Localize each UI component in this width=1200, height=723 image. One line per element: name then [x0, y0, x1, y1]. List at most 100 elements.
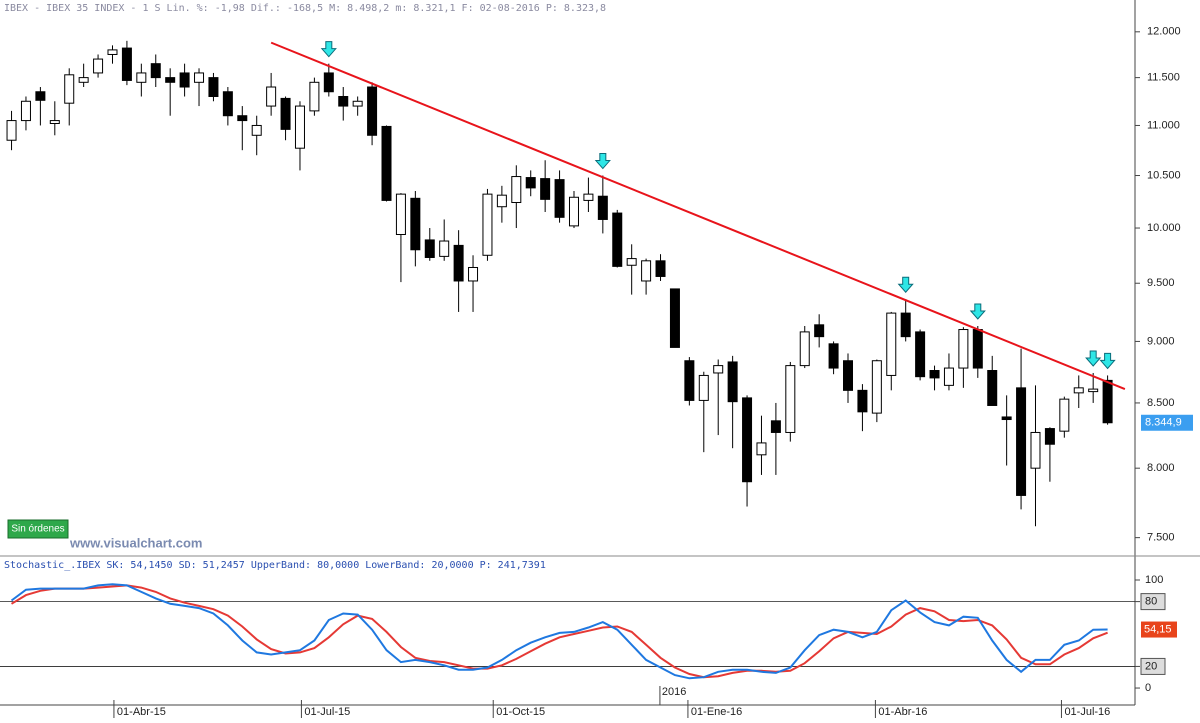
- candle-body: [1059, 398, 1070, 432]
- signal-arrow: [969, 303, 986, 320]
- signal-arrow: [320, 41, 337, 58]
- candle-body: [915, 331, 926, 378]
- candle-body: [410, 197, 421, 251]
- candle-body: [669, 288, 680, 348]
- y-tick-label: 9.500: [1147, 277, 1175, 289]
- signal-arrow: [594, 153, 611, 170]
- y-tick-label: 9.000: [1147, 335, 1175, 347]
- y-tick-label: 11.000: [1147, 119, 1180, 131]
- candle-body: [987, 370, 998, 406]
- candle-body: [49, 120, 60, 125]
- candle-body: [583, 193, 594, 201]
- candle-body: [871, 360, 882, 414]
- candle-body: [165, 77, 176, 83]
- candle-body: [424, 239, 435, 258]
- candle-body: [496, 194, 507, 208]
- orders-button-label[interactable]: Sin órdenes: [11, 524, 64, 535]
- candle-body: [208, 77, 219, 97]
- candle-body: [136, 72, 147, 83]
- candle-body: [1073, 387, 1084, 394]
- candle-body: [612, 212, 623, 267]
- stochastic-header: Stochastic_.IBEX SK: 54,1450 SD: 51,2457…: [4, 560, 546, 571]
- candle-body: [814, 324, 825, 338]
- signal-arrow: [897, 276, 914, 293]
- candle-body: [655, 260, 666, 277]
- y-tick-label: 80: [1145, 596, 1157, 608]
- orders-button[interactable]: [7, 519, 69, 539]
- candle-body: [1030, 431, 1041, 469]
- watermark: www.visualchart.com: [69, 535, 202, 550]
- candle-body: [323, 72, 334, 93]
- band-label-box: [1140, 593, 1166, 611]
- candle-body: [886, 312, 897, 376]
- y-tick-label: 100: [1145, 574, 1163, 586]
- stochastic-line: [10, 584, 1108, 679]
- candle-body: [453, 244, 464, 282]
- last-price-box: [1141, 414, 1193, 431]
- candle-body: [194, 72, 205, 83]
- candle-body: [237, 115, 248, 122]
- y-tick-label: 0: [1145, 682, 1151, 694]
- candle-body: [309, 81, 320, 112]
- candle-body: [93, 58, 104, 74]
- candle-body: [468, 266, 479, 282]
- trendline: [270, 41, 1126, 391]
- candle-body: [756, 442, 767, 456]
- candle-body: [179, 72, 190, 88]
- candle-body: [511, 176, 522, 204]
- candle-body: [958, 329, 969, 369]
- candle-body: [641, 260, 652, 282]
- candle-body: [597, 195, 608, 220]
- candle-body: [338, 95, 349, 107]
- last-value-box: [1141, 621, 1177, 638]
- candle-body: [972, 329, 983, 369]
- candle-body: [35, 91, 46, 101]
- x-tick-label: 01-Jul-15: [304, 706, 350, 718]
- candle-body: [395, 193, 406, 236]
- x-tick-label: 01-Abr-15: [117, 706, 166, 718]
- y-tick-label: 8.000: [1147, 462, 1175, 474]
- candle-body: [828, 343, 839, 369]
- y-tick-label: 11.500: [1147, 72, 1180, 84]
- y-tick-label: 20: [1145, 660, 1157, 672]
- candle-body: [713, 365, 724, 374]
- candle-body: [107, 49, 118, 55]
- candle-body: [929, 370, 940, 379]
- candle-body: [1044, 428, 1055, 445]
- candle-body: [6, 120, 17, 141]
- candle-body: [900, 312, 911, 338]
- stochastic-line: [10, 583, 1108, 680]
- candle-body: [222, 91, 233, 117]
- candle-body: [1016, 387, 1027, 496]
- candle-body: [367, 86, 378, 136]
- candle-body: [251, 124, 262, 136]
- candle-body: [799, 331, 810, 367]
- y-tick-label: 12.000: [1147, 26, 1181, 38]
- candle-body: [727, 361, 738, 403]
- candle-body: [540, 178, 551, 200]
- candle-body: [439, 240, 450, 257]
- candle-body: [525, 177, 536, 189]
- last-value-label: 54,15: [1144, 623, 1172, 635]
- x-tick-label: 01-Abr-16: [878, 706, 927, 718]
- candle-body: [20, 100, 31, 122]
- candle-body: [1102, 379, 1113, 424]
- candle-body: [121, 47, 132, 81]
- band-label-box: [1140, 657, 1166, 675]
- y-tick-label: 8.500: [1147, 397, 1175, 409]
- candle-body: [785, 365, 796, 433]
- candle-body: [280, 97, 291, 130]
- candle-body: [857, 389, 868, 413]
- candle-body: [684, 360, 695, 401]
- candle-body: [626, 258, 637, 266]
- y-tick-label: 10.000: [1147, 222, 1181, 234]
- signal-arrow: [1099, 352, 1116, 370]
- candle-body: [381, 125, 392, 201]
- y-tick-label: 10.500: [1147, 169, 1181, 181]
- y-tick-label: 7.500: [1147, 532, 1175, 544]
- candle-body: [294, 105, 305, 149]
- candle-body: [352, 100, 363, 107]
- x-tick-label: 01-Oct-15: [496, 706, 545, 718]
